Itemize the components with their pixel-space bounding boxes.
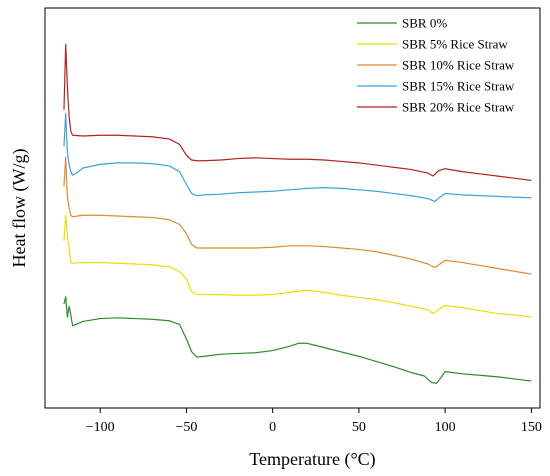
legend-label-3: SBR 15% Rice Straw xyxy=(402,79,515,94)
series-layer xyxy=(63,43,532,384)
series-line-4 xyxy=(63,43,532,181)
series-line-1 xyxy=(63,214,532,318)
x-tick-label: 100 xyxy=(435,420,456,435)
legend: SBR 0% SBR 5% Rice Straw SBR 10% Rice Stra… xyxy=(357,16,515,115)
x-axis-title: Temperature (°C) xyxy=(249,449,375,470)
legend-label-0: SBR 0% xyxy=(402,16,447,31)
plot-area xyxy=(44,7,541,409)
series-line-3 xyxy=(63,112,532,203)
series-line-0 xyxy=(63,296,532,384)
x-tick-label: −50 xyxy=(175,420,197,435)
y-axis-title: Heat flow (W/g) xyxy=(9,149,30,268)
x-axis: −100 −50 0 50 100 150 xyxy=(86,408,542,435)
plot-frame xyxy=(44,7,541,409)
legend-label-2: SBR 10% Rice Straw xyxy=(402,58,515,73)
legend-label-4: SBR 20% Rice Straw xyxy=(402,100,515,115)
x-tick-label: 50 xyxy=(352,420,366,435)
series-line-2 xyxy=(63,156,532,275)
x-tick-label: −100 xyxy=(86,420,115,435)
x-tick-label: 0 xyxy=(269,420,276,435)
legend-label-1: SBR 5% Rice Straw xyxy=(402,37,508,52)
x-tick-label: 150 xyxy=(521,420,542,435)
